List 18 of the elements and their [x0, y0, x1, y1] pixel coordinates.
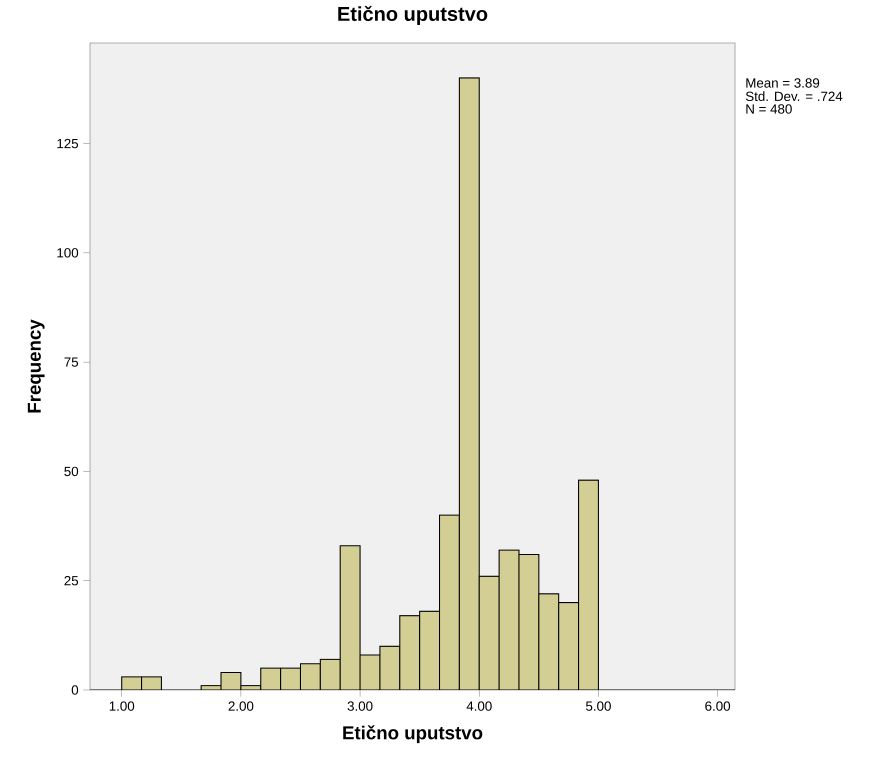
x-tick-label: 6.00 — [705, 701, 730, 711]
y-tick-label: 0 — [72, 685, 78, 695]
chart-title: Etično uputstvo — [338, 6, 488, 25]
y-tick-label: 75 — [64, 357, 78, 367]
x-tick-label: 1.00 — [110, 701, 134, 711]
y-tick-label: 50 — [64, 466, 78, 476]
x-tick-label: 2.00 — [228, 701, 254, 711]
text: N = 480 — [746, 104, 792, 114]
y-tick-label: 100 — [57, 248, 78, 258]
text: Mean = 3.89 — [746, 78, 820, 88]
text: Std. Dev. = .724 — [746, 91, 842, 102]
x-tick-label: 4.00 — [466, 701, 492, 711]
x-axis-title: Etično uputstvo — [343, 725, 482, 744]
y-tick-label: 25 — [64, 576, 78, 586]
y-axis-title: Frequency — [28, 319, 45, 412]
x-tick-label: 5.00 — [586, 701, 611, 711]
x-tick-label: 3.00 — [348, 701, 373, 711]
y-tick-label: 125 — [57, 138, 78, 148]
